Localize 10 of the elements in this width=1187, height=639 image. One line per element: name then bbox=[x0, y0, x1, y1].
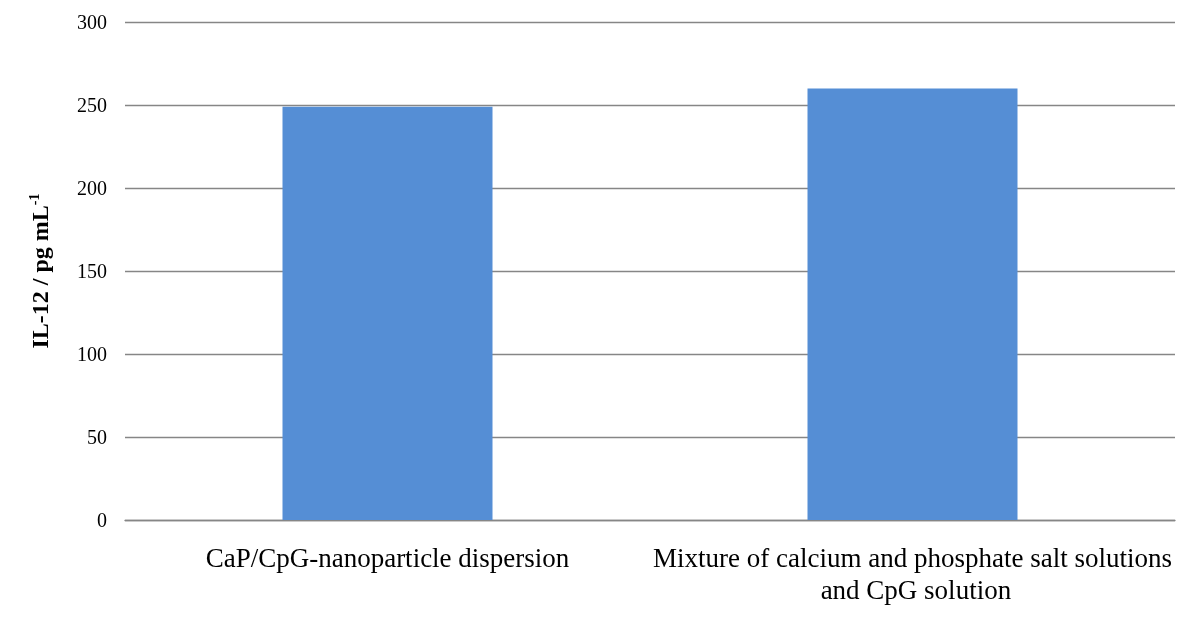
y-tick-label: 250 bbox=[77, 94, 107, 116]
y-tick-label: 100 bbox=[77, 343, 107, 365]
y-tick-label: 150 bbox=[77, 260, 107, 282]
x-tick-label: Mixture of calcium and phosphate salt solutions and CpG solution bbox=[653, 543, 1172, 605]
y-tick-label: 50 bbox=[87, 426, 107, 448]
x-tick-label: CaP/CpG-nanoparticle dispersion bbox=[205, 543, 570, 573]
y-tick-label: 0 bbox=[97, 509, 107, 531]
y-tick-label: 300 bbox=[77, 11, 107, 33]
y-tick-label: 200 bbox=[77, 177, 107, 199]
y-axis-title: IL-12 / pg mL-1 bbox=[26, 193, 53, 349]
